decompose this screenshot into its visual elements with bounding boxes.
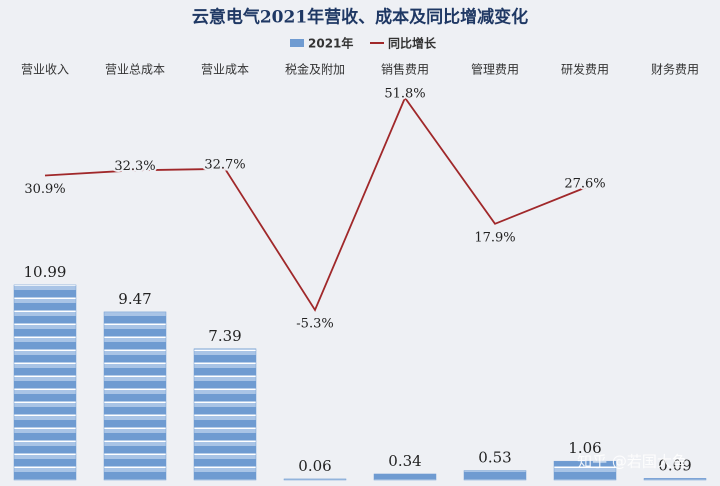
- bar: [643, 478, 707, 481]
- legend-label: 2021年: [308, 36, 353, 51]
- bar: [373, 473, 437, 481]
- bar-value-label: 0.53: [478, 449, 511, 467]
- chart-title: 云意电气2021年营收、成本及同比增减变化: [192, 7, 528, 28]
- line-value-label: 32.7%: [204, 157, 245, 172]
- bar-value-label: 0.06: [298, 457, 331, 475]
- legend-label: 同比增长: [388, 36, 437, 51]
- legend-swatch: [290, 39, 304, 47]
- bar-value-label: 0.09: [658, 456, 691, 474]
- bar-value-label: 10.99: [24, 263, 67, 281]
- bar: [283, 478, 347, 481]
- bar: [13, 284, 77, 481]
- x-tick-label: 研发费用: [561, 62, 609, 77]
- bar: [553, 460, 617, 481]
- line-value-label: 27.6%: [564, 176, 605, 191]
- x-tick-label: 管理费用: [471, 62, 519, 77]
- bar: [193, 348, 257, 481]
- bar: [463, 470, 527, 481]
- line-value-label: -5.3%: [296, 316, 333, 331]
- bar-value-label: 9.47: [118, 290, 151, 308]
- x-tick-label: 营业总成本: [105, 63, 165, 77]
- bar-value-label: 1.06: [568, 439, 601, 457]
- x-tick-label: 营业成本: [201, 63, 249, 77]
- x-tick-label: 销售费用: [381, 62, 429, 77]
- line-value-label: 30.9%: [24, 182, 65, 197]
- line: [44, 96, 586, 312]
- x-tick-label: 营业收入: [21, 63, 69, 77]
- bar-value-label: 7.39: [208, 327, 241, 345]
- line-value-label: 51.8%: [384, 86, 425, 101]
- line-value-label: 17.9%: [474, 230, 515, 245]
- x-tick-label: 财务费用: [651, 62, 699, 77]
- watermark: 知乎 @若国大鱼: [577, 453, 687, 471]
- line-value-label: 32.3%: [114, 159, 155, 174]
- x-tick-label: 税金及附加: [285, 62, 345, 77]
- bar-value-label: 0.34: [388, 452, 421, 470]
- bar: [103, 311, 167, 481]
